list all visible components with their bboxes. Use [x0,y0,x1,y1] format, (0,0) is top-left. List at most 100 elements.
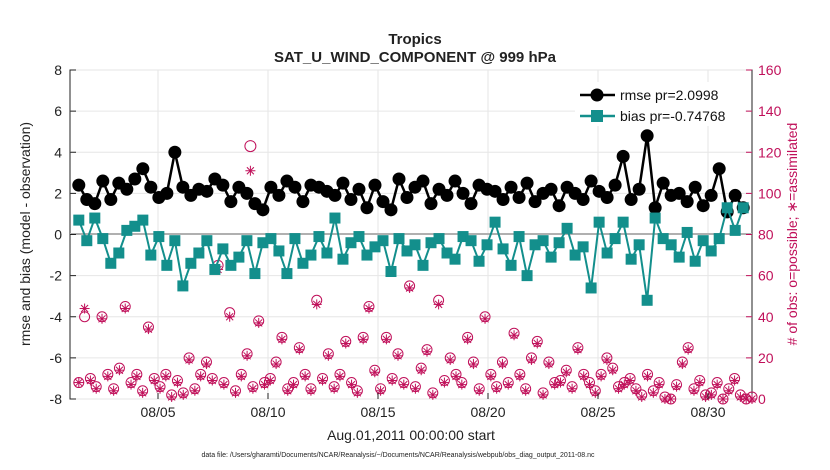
rmse-marker [168,145,182,159]
obs-assimilated-marker [137,387,148,398]
obs-assimilated-marker [259,379,270,390]
obs-assimilated-marker [184,354,195,365]
obs-assimilated-marker [433,299,444,310]
obs-assimilated-marker [172,377,183,388]
bias-marker [113,247,125,259]
x-tick-label: 08/10 [250,404,285,420]
chart-subtitle: SAT_U_WIND_COMPONENT @ 999 hPa [274,49,557,66]
legend-bias-label: bias pr=-0.74768 [620,108,726,124]
bias-marker [249,268,261,280]
bias-marker [593,216,605,228]
rmse-marker [512,190,526,204]
obs-assimilated-marker [166,391,177,402]
rmse-marker [136,162,150,176]
left-y-axis-ticks: 8 6 4 2 0 -2 -4 -6 -8 [50,62,76,407]
rmse-marker [704,188,718,202]
bias-marker [625,253,637,265]
obs-assimilated-marker [155,383,166,394]
bias-marker [577,241,589,253]
rmse-marker [688,180,702,194]
right-y-tick-label: 80 [758,227,774,243]
rmse-marker [648,201,662,215]
y-tick-label: 4 [54,144,62,160]
bias-marker [185,257,197,269]
rmse-marker [696,199,710,213]
obs-assimilated-marker [311,299,322,310]
bias-marker [553,237,565,249]
bias-marker [409,239,421,251]
obs-assimilated-marker [584,379,595,390]
obs-assimilated-marker [410,383,421,394]
rmse-marker [544,182,558,196]
obs-assimilated-marker [131,371,142,382]
obs-assimilated-marker [613,383,624,394]
rmse-marker [496,193,510,207]
rmse-marker [464,197,478,211]
obs-assimilated-marker [323,350,334,361]
legend-rmse-marker [590,88,604,102]
obs-assimilated-marker [445,354,456,365]
bias-marker [313,231,325,243]
obs-assimilated-marker [143,324,154,335]
bias-marker [529,239,541,251]
obs-assimilated-marker [572,344,583,355]
obs-assimilated-marker [288,379,299,390]
bias-marker [497,243,509,255]
obs-assimilated-marker [73,377,84,388]
obs-assimilated-marker [596,371,607,382]
obs-layer [73,140,758,405]
bias-marker [193,247,205,259]
obs-assimilated-marker [683,344,694,355]
bias-marker [265,233,277,245]
bias-marker [713,233,725,245]
obs-assimilated-marker [607,365,618,376]
rmse-marker [216,178,230,192]
obs-assimilated-marker [358,334,369,345]
bias-marker [345,237,357,249]
obs-assimilated-marker [717,394,728,404]
rmse-marker [128,172,142,186]
bias-marker [281,268,293,280]
bias-marker [73,214,85,226]
obs-assimilated-marker [85,375,96,386]
rmse-marker [288,180,302,194]
rmse-marker [328,188,342,202]
bias-marker [217,243,229,255]
obs-assimilated-marker [642,371,653,382]
obs-assimilated-marker [195,371,206,382]
obs-assimilated-marker [305,385,316,396]
bias-marker [737,202,749,214]
bias-marker [385,266,397,278]
obs-assimilated-marker [245,165,256,176]
x-axis-label: Aug.01,2011 00:00:00 start [327,427,495,443]
bias-marker [673,251,685,263]
rmse-marker [376,195,390,209]
obs-assimilated-marker [439,377,450,388]
bias-marker [649,212,661,224]
right-y-tick-label: 0 [758,391,766,407]
bias-marker [417,259,429,271]
bias-marker [521,270,533,282]
obs-assimilated-marker [480,313,491,324]
bias-marker [465,235,477,247]
bias-marker [337,253,349,265]
bias-marker [633,239,645,251]
rmse-marker [256,203,270,217]
obs-assimilated-marker [404,282,415,293]
obs-assimilated-marker [451,371,462,382]
legend-rmse-label: rmse pr=2.0998 [620,87,719,103]
rmse-marker [416,174,430,188]
rmse-marker [160,186,174,200]
bias-marker [641,294,653,306]
obs-assimilated-marker [723,385,734,396]
obs-assimilated-marker [207,375,218,386]
obs-assimilated-marker [468,359,479,370]
bias-marker [177,280,189,292]
bias-marker [241,235,253,247]
rmse-marker [488,184,502,198]
y-tick-label: -8 [50,391,63,407]
obs-assimilated-marker [665,394,676,404]
obs-assimilated-marker [427,389,438,400]
bias-marker [401,245,413,257]
